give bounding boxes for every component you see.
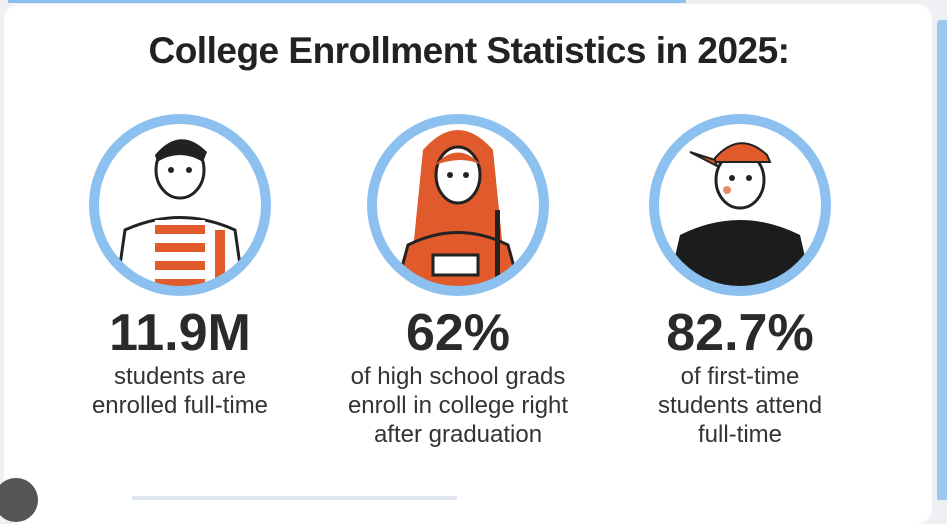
stat-description-line: enroll in college right — [347, 392, 569, 419]
right-edge-panel — [937, 20, 947, 500]
stat-description-line: after graduation — [373, 421, 543, 448]
stat-description-line: students are — [113, 363, 247, 390]
stat-description-line: of first-time — [680, 363, 800, 390]
woman-with-books-illustration — [367, 114, 549, 296]
stat-value: 11.9M — [109, 304, 251, 362]
stat-value: 82.7% — [666, 304, 814, 362]
stat-description-line: enrolled full-time — [91, 392, 269, 419]
infographic-title: College Enrollment Statistics in 2025: — [148, 30, 790, 71]
stat-value: 62% — [405, 304, 511, 362]
bottom-bar — [132, 496, 457, 500]
stat-description-line: students attend — [657, 392, 823, 419]
stat-description-line: of high school grads — [350, 363, 566, 390]
stat-description-line: full-time — [697, 421, 782, 448]
man-in-cap-hoodie-illustration — [649, 114, 831, 296]
bearded-man-illustration — [89, 114, 271, 296]
stat-full-time-enrollment: 11.9M students are enrolled full-time — [40, 110, 320, 420]
top-accent-bar — [8, 0, 686, 3]
stat-first-time-full-time: 82.7% of first-time students attend full… — [600, 110, 880, 449]
stat-direct-enrollment: 62% of high school grads enroll in colle… — [318, 110, 598, 449]
